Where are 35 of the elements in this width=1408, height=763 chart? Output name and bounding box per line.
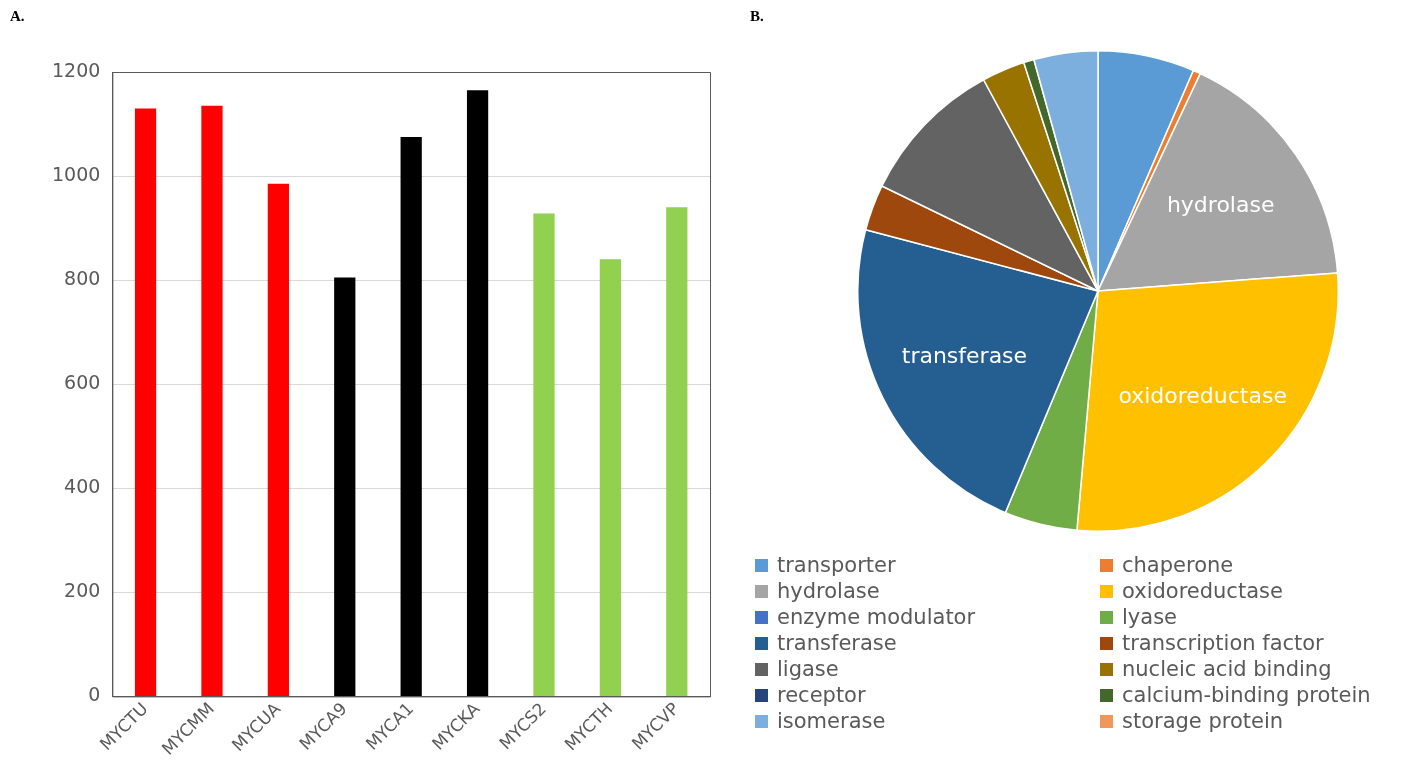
data-label: hydrolase	[1166, 192, 1275, 218]
legend-label: transcription factor	[1122, 631, 1324, 655]
legend-label: transferase	[777, 631, 897, 655]
chart-title: B.	[750, 8, 764, 25]
y-tick-label: 400	[64, 475, 101, 498]
legend-label: oxidoreductase	[1122, 579, 1283, 603]
legend-label: ligase	[777, 657, 839, 681]
legend-label: nucleic acid binding	[1122, 657, 1332, 681]
bar	[134, 108, 157, 696]
y-tick-label: 0	[88, 683, 101, 706]
data-label: transferase	[901, 342, 1028, 368]
y-tick-label: 200	[64, 579, 101, 602]
legend-label: chaperone	[1122, 553, 1234, 577]
bar	[334, 277, 356, 696]
bar	[201, 105, 223, 696]
legend-label: calcium-binding protein	[1122, 683, 1371, 707]
bar	[267, 183, 289, 696]
bar	[666, 207, 688, 696]
data-label: oxidoreductase	[1118, 382, 1287, 408]
y-tick-label: 600	[64, 371, 101, 394]
legend-label: receptor	[777, 683, 866, 707]
y-tick-label: 800	[64, 267, 101, 290]
bar	[400, 137, 422, 696]
legend-label: isomerase	[777, 709, 886, 733]
bar	[466, 90, 489, 696]
chart-title: A.	[10, 8, 25, 25]
y-tick-label: 1000	[51, 163, 101, 185]
bar	[533, 213, 555, 696]
bar	[599, 259, 622, 696]
legend-label: enzyme modulator	[777, 605, 976, 629]
y-tick-label: 1200	[51, 58, 101, 81]
legend-label: lyase	[1122, 605, 1177, 629]
legend-label: transporter	[777, 553, 896, 577]
legend-label: storage protein	[1122, 709, 1284, 733]
legend-label: hydrolase	[777, 579, 880, 603]
